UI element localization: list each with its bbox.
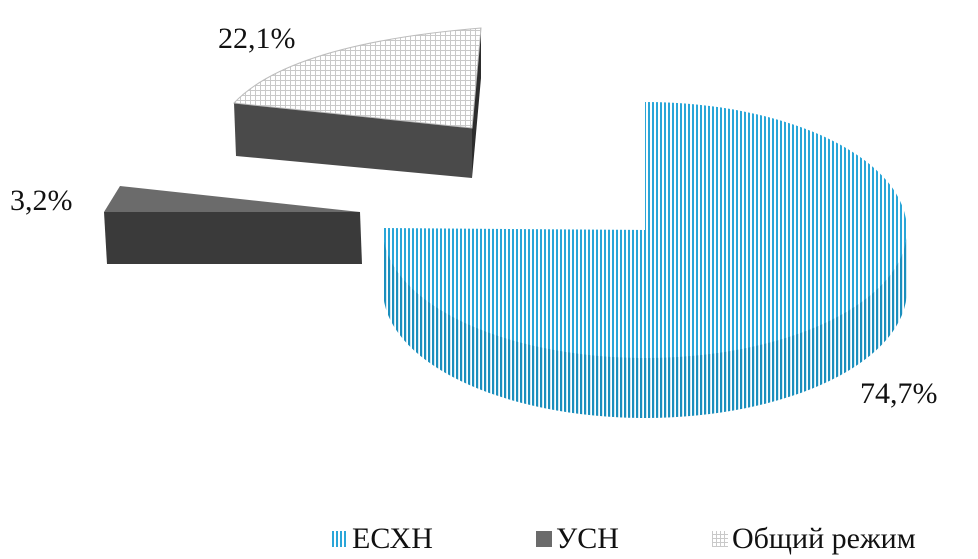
slice-obsh-rightside xyxy=(472,28,481,178)
data-label-esxn: 74,7% xyxy=(860,377,938,410)
slice-usn xyxy=(104,186,362,264)
slice-esxn-side xyxy=(382,228,908,418)
slice-esxn-top xyxy=(382,102,907,359)
data-label-usn: 3,2% xyxy=(10,184,73,217)
slice-usn-top xyxy=(104,186,360,212)
slice-esxn xyxy=(382,102,908,418)
slice-usn-side xyxy=(104,212,362,264)
slice-obsh xyxy=(232,27,482,178)
data-label-obsh: 22,1% xyxy=(218,22,296,55)
slice-obsh-top xyxy=(232,27,482,129)
